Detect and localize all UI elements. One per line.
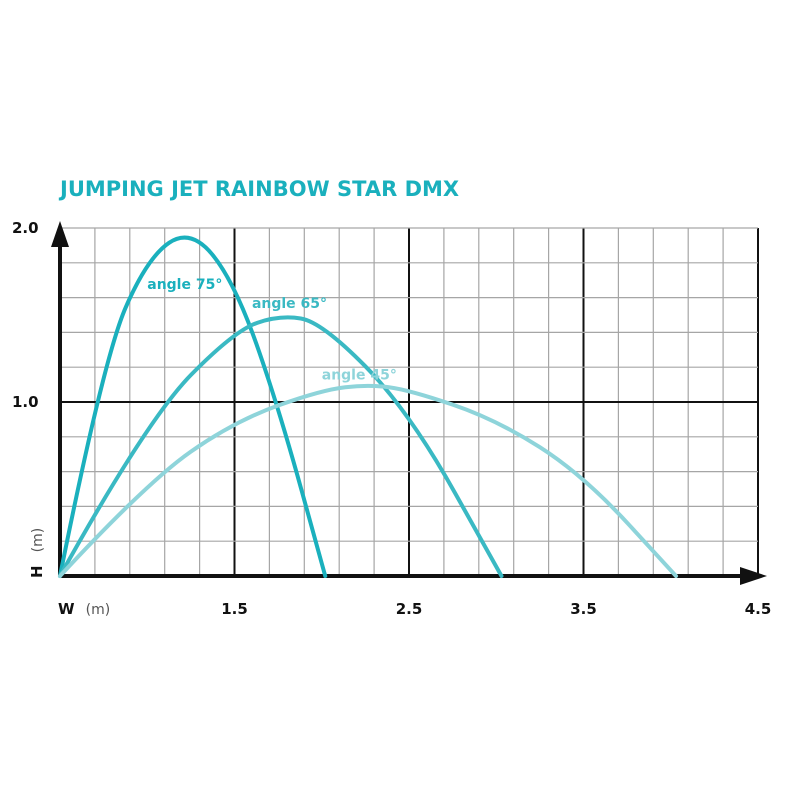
y-tick-label: 2.0 (12, 219, 39, 237)
y-tick-label: 1.0 (12, 393, 39, 411)
x-tick-label: 2.5 (396, 600, 423, 618)
series-label-2: angle 65° (252, 296, 327, 312)
chart-title: JUMPING JET RAINBOW STAR DMX (58, 177, 459, 201)
x-axis-label: W (58, 600, 75, 618)
y-axis-arrow (51, 221, 69, 247)
series-label-1: angle 75° (147, 277, 222, 293)
series-labels: angle 75° angle 65° angle 45° (147, 277, 397, 383)
y-axis-unit: (m) (30, 528, 46, 553)
series-line-2 (58, 315, 504, 578)
tick-labels: 1.5 2.5 3.5 4.5 1.0 2.0 (12, 219, 771, 618)
axes (51, 221, 767, 585)
x-tick-label: 1.5 (221, 600, 248, 618)
series-line-3 (58, 383, 678, 578)
x-axis-title: W (m) (58, 599, 110, 618)
x-axis-arrow (740, 567, 767, 585)
x-tick-label: 3.5 (570, 600, 597, 618)
x-axis-unit: (m) (86, 602, 111, 618)
series-line-1 (58, 235, 328, 578)
grid (60, 227, 759, 576)
series-group (58, 235, 678, 578)
y-axis-title: H (m) (27, 528, 46, 578)
y-axis-label: H (28, 565, 46, 578)
x-tick-label: 4.5 (745, 600, 772, 618)
series-label-3: angle 45° (322, 367, 397, 383)
